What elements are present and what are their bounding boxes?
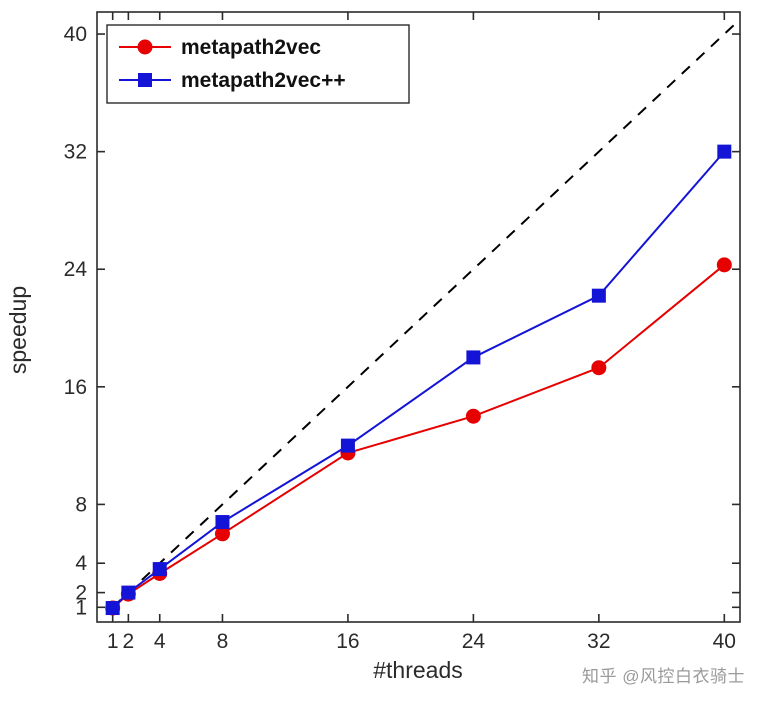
data-point-marker <box>591 360 607 376</box>
series-metapath2vecplusplus <box>105 144 732 616</box>
data-point-marker <box>716 257 732 273</box>
series-line <box>112 264 725 609</box>
watermark-text: 知乎 @风控白衣骑士 <box>582 667 745 686</box>
series-metapath2vec <box>105 257 732 616</box>
x-axis-label: #threads <box>373 657 463 683</box>
x-tick-label: 8 <box>217 630 229 653</box>
y-tick-label: 8 <box>75 493 87 516</box>
x-tick-label: 1 <box>107 630 119 653</box>
tick-marks <box>97 12 740 622</box>
y-tick-label: 4 <box>75 552 87 575</box>
legend: metapath2vec metapath2vec++ <box>106 24 410 104</box>
data-point-marker <box>215 515 230 530</box>
legend-entry: metapath2vec++ <box>119 69 346 92</box>
x-tick-label: 24 <box>462 630 486 653</box>
y-axis-label: speedup <box>5 286 31 374</box>
x-tick-label: 2 <box>123 630 135 653</box>
data-point-marker <box>465 408 481 424</box>
legend-label: metapath2vec++ <box>181 69 346 92</box>
y-tick-label: 24 <box>64 258 88 281</box>
y-tick-label: 40 <box>64 23 87 46</box>
x-tick-label: 32 <box>587 630 610 653</box>
y-tick-label: 1 <box>75 596 87 619</box>
legend-entry: metapath2vec <box>119 36 321 59</box>
data-point-marker <box>121 585 136 600</box>
y-tick-label: 16 <box>64 376 87 399</box>
axes-frame <box>96 11 741 623</box>
data-point-marker <box>105 601 120 616</box>
x-tick-label: 4 <box>154 630 166 653</box>
legend-label: metapath2vec <box>181 36 321 59</box>
y-tick-label: 2 <box>75 582 87 605</box>
x-tick-label: 16 <box>336 630 359 653</box>
y-tick-label: 32 <box>64 141 87 164</box>
data-point-marker <box>591 288 606 303</box>
legend-box <box>106 24 410 104</box>
data-point-marker <box>466 350 481 365</box>
data-point-marker <box>152 562 167 577</box>
x-tick-label: 40 <box>713 630 736 653</box>
legend-circle-marker <box>137 39 153 55</box>
ideal-speedup-line <box>111 24 735 609</box>
data-point-marker <box>340 438 355 453</box>
data-point-marker <box>717 144 732 159</box>
legend-square-marker <box>138 73 152 87</box>
series-line <box>111 150 726 609</box>
